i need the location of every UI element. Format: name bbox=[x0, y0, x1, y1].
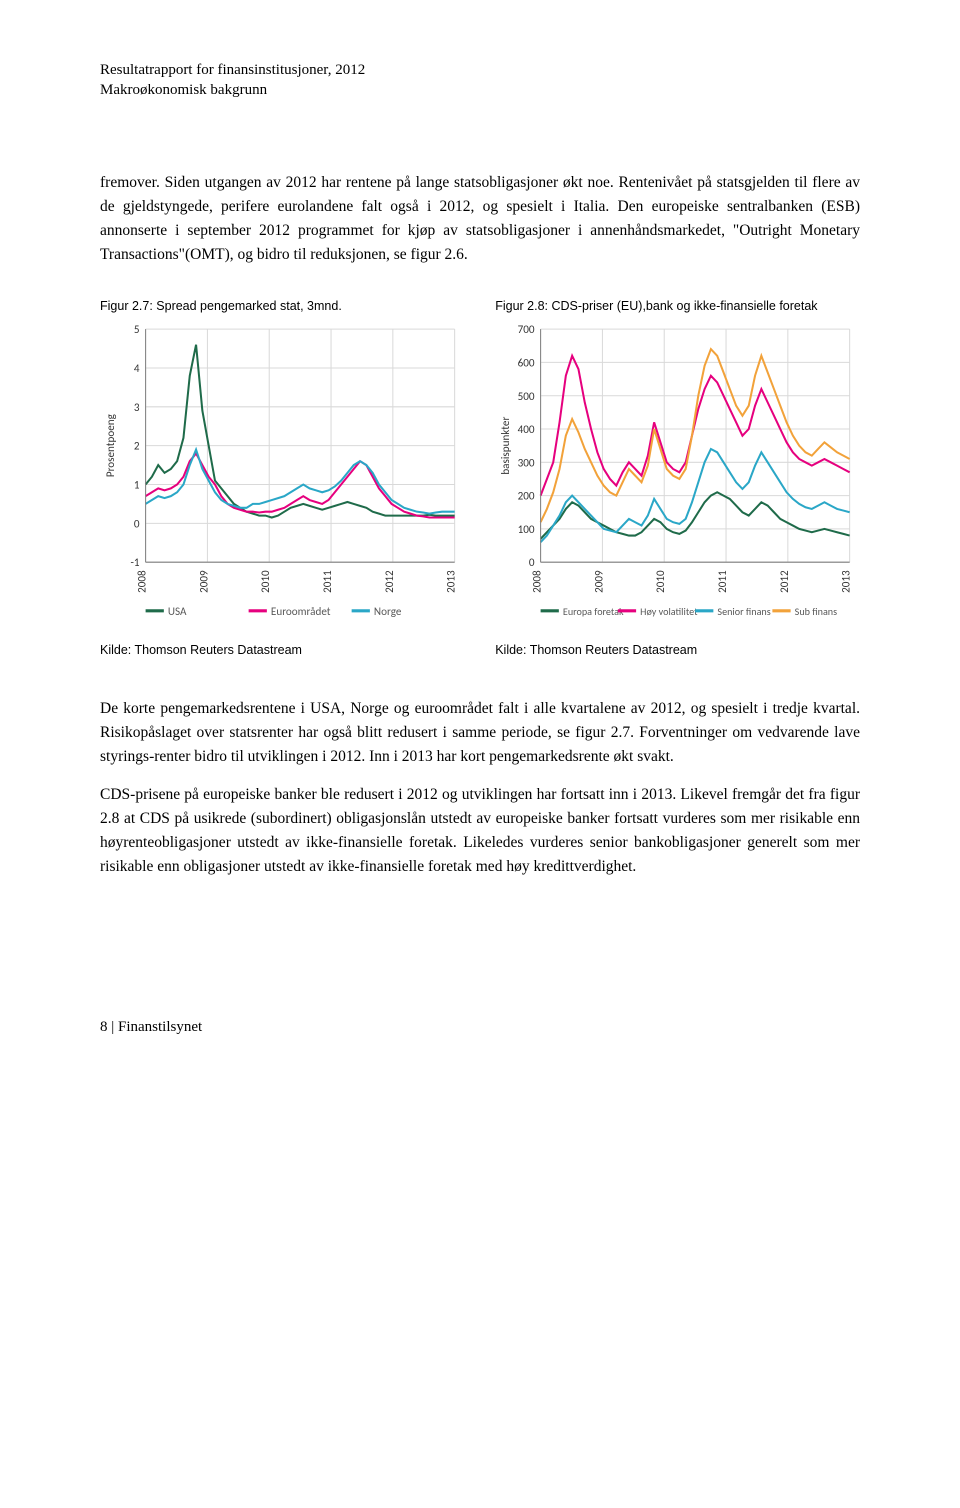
header-line-2: Makroøkonomisk bakgrunn bbox=[100, 80, 860, 100]
paragraph-2: De korte pengemarkedsrentene i USA, Norg… bbox=[100, 697, 860, 769]
svg-text:-1: -1 bbox=[130, 555, 139, 569]
paragraph-1: fremover. Siden utgangen av 2012 har ren… bbox=[100, 171, 860, 267]
page-footer: 8 | Finanstilsynet bbox=[100, 1019, 860, 1036]
svg-text:Sub finans: Sub finans bbox=[795, 604, 837, 617]
svg-text:100: 100 bbox=[518, 522, 535, 536]
svg-text:200: 200 bbox=[518, 488, 535, 502]
svg-text:300: 300 bbox=[518, 455, 535, 469]
svg-text:700: 700 bbox=[518, 322, 535, 336]
svg-text:2011: 2011 bbox=[320, 570, 334, 593]
paragraph-3: CDS-prisene på europeiske banker ble red… bbox=[100, 783, 860, 879]
charts-row: -1 0 1 2 3 4 5 2008 2009 2010 2011 2012 2013 Prosentp… bbox=[100, 319, 860, 623]
svg-text:3: 3 bbox=[134, 399, 140, 413]
svg-text:2008: 2008 bbox=[530, 570, 544, 593]
fig27-caption: Figur 2.7: Spread pengemarked stat, 3mnd… bbox=[100, 299, 465, 313]
chart-fig28: 0 100 200 300 400 500 600 700 2008 2009 2010 2011 20… bbox=[495, 319, 860, 623]
svg-text:2012: 2012 bbox=[777, 570, 791, 593]
svg-text:0: 0 bbox=[134, 516, 140, 530]
svg-text:0: 0 bbox=[529, 555, 535, 569]
svg-text:2009: 2009 bbox=[196, 570, 210, 593]
svg-text:2013: 2013 bbox=[839, 570, 853, 593]
svg-text:2010: 2010 bbox=[258, 570, 272, 593]
chart-fig27: -1 0 1 2 3 4 5 2008 2009 2010 2011 2012 2013 Prosentp… bbox=[100, 319, 465, 623]
svg-text:2012: 2012 bbox=[382, 570, 396, 593]
svg-text:600: 600 bbox=[518, 355, 535, 369]
svg-text:USA: USA bbox=[168, 603, 187, 617]
document-page: Resultatrapport for finansinstitusjoner,… bbox=[0, 0, 960, 1076]
svg-text:Senior finans: Senior finans bbox=[718, 604, 771, 617]
svg-text:4: 4 bbox=[134, 361, 140, 375]
figure-captions-row: Figur 2.7: Spread pengemarked stat, 3mnd… bbox=[100, 299, 860, 313]
fig28-source: Kilde: Thomson Reuters Datastream bbox=[495, 643, 860, 657]
header-line-1: Resultatrapport for finansinstitusjoner,… bbox=[100, 60, 860, 80]
svg-text:5: 5 bbox=[134, 322, 140, 336]
sources-row: Kilde: Thomson Reuters Datastream Kilde:… bbox=[100, 643, 860, 657]
fig27-source: Kilde: Thomson Reuters Datastream bbox=[100, 643, 465, 657]
fig27-svg: -1 0 1 2 3 4 5 2008 2009 2010 2011 2012 2013 Prosentp… bbox=[100, 319, 465, 623]
svg-text:2009: 2009 bbox=[592, 570, 606, 593]
svg-text:2008: 2008 bbox=[135, 570, 149, 593]
fig28-svg: 0 100 200 300 400 500 600 700 2008 2009 2010 2011 20… bbox=[495, 319, 860, 623]
svg-text:2011: 2011 bbox=[715, 570, 729, 593]
svg-text:2: 2 bbox=[134, 438, 140, 452]
svg-text:400: 400 bbox=[518, 422, 535, 436]
page-header: Resultatrapport for finansinstitusjoner,… bbox=[100, 60, 860, 101]
svg-text:basispunkter: basispunkter bbox=[498, 416, 512, 474]
svg-text:2010: 2010 bbox=[653, 570, 667, 593]
svg-text:2013: 2013 bbox=[444, 570, 458, 593]
svg-text:500: 500 bbox=[518, 388, 535, 402]
svg-text:Euroområdet: Euroområdet bbox=[271, 603, 331, 617]
svg-text:Norge: Norge bbox=[374, 603, 402, 617]
svg-text:Europa foretak: Europa foretak bbox=[563, 604, 624, 617]
svg-text:1: 1 bbox=[134, 477, 140, 491]
fig28-caption: Figur 2.8: CDS-priser (EU),bank og ikke-… bbox=[495, 299, 860, 313]
svg-text:Høy volatilitet: Høy volatilitet bbox=[640, 604, 698, 617]
svg-text:Prosentpoeng: Prosentpoeng bbox=[103, 413, 117, 477]
